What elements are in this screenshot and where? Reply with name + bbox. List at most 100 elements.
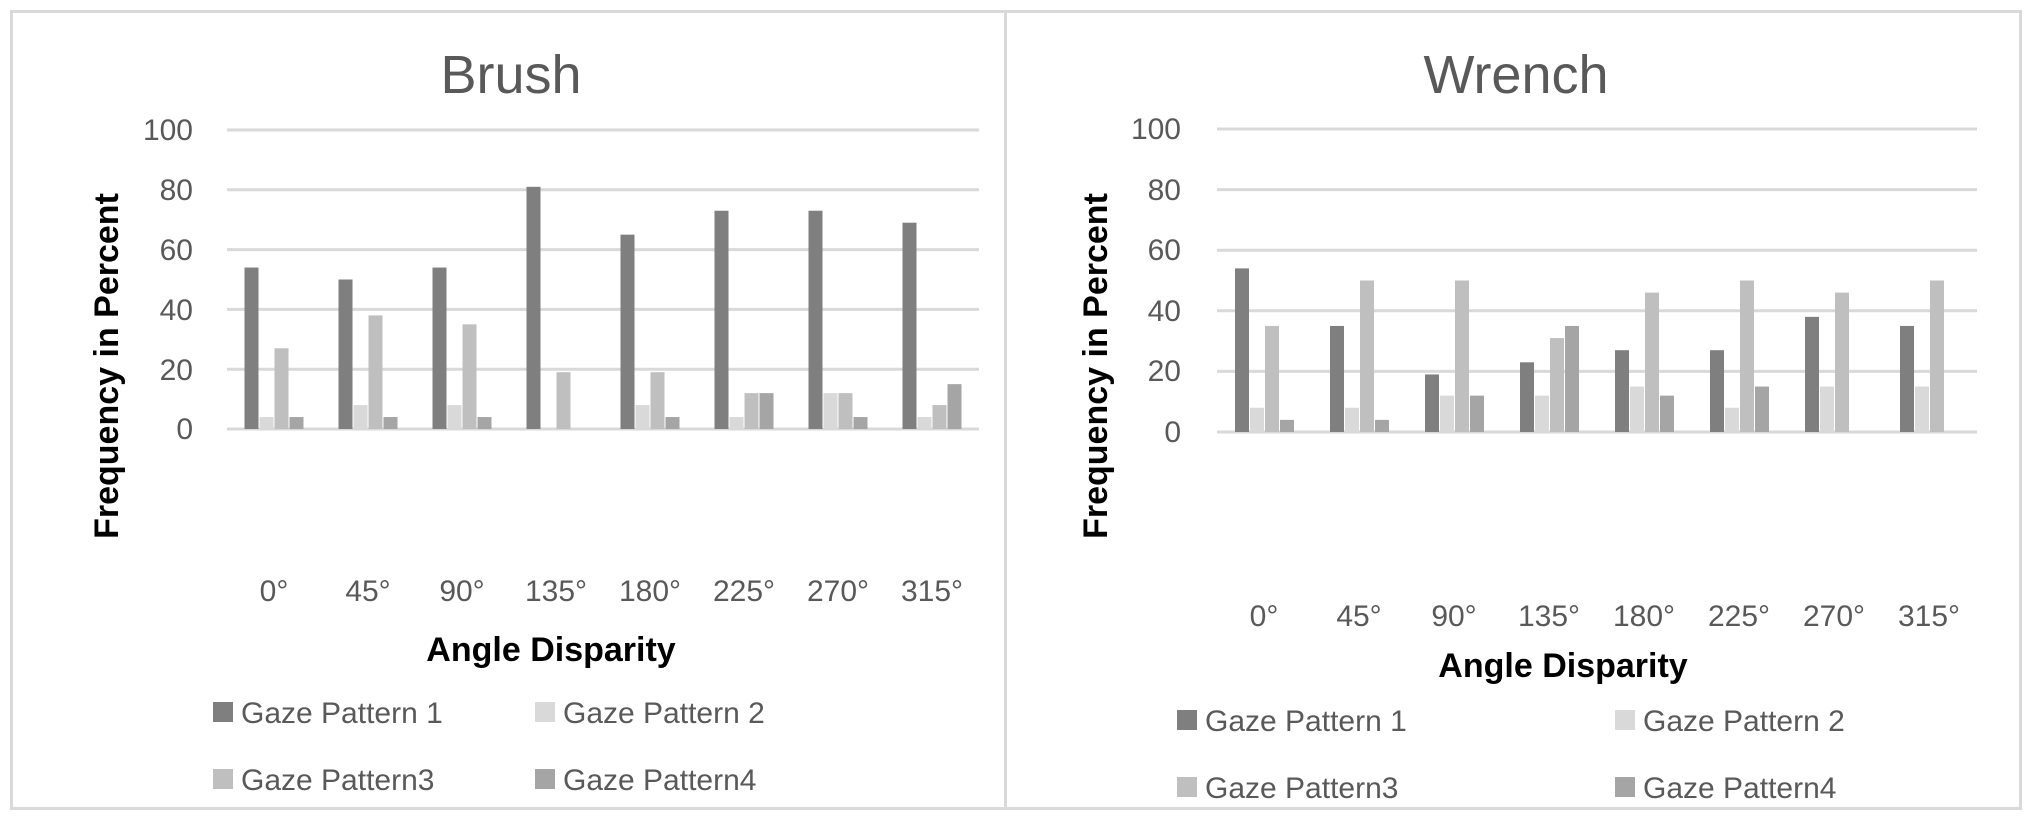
x-tick-label: 225° xyxy=(1708,600,1770,633)
bar-pattern-1 xyxy=(1900,325,1914,432)
x-tick-label: 0° xyxy=(1250,600,1279,633)
bar-pattern-2 xyxy=(823,393,838,429)
y-tick-label: 60 xyxy=(1148,234,1181,267)
bar-pattern-2 xyxy=(1630,386,1644,432)
bar-pattern-3 xyxy=(368,315,383,429)
x-axis-title: Angle Disparity xyxy=(426,631,675,669)
bar-pattern-1 xyxy=(620,234,635,429)
legend-label: Gaze Pattern3 xyxy=(1205,772,1398,805)
bar-pattern-3 xyxy=(1740,280,1754,432)
bar-pattern-1 xyxy=(432,267,447,429)
x-tick-label: 90° xyxy=(439,575,484,608)
x-tick-label: 270° xyxy=(807,575,869,608)
bar-pattern-3 xyxy=(1360,280,1374,432)
y-tick-label: 60 xyxy=(160,234,193,267)
bar-pattern-1 xyxy=(526,186,541,429)
brush-chart: Brush 0 20 40 60 80 100 0° 45° 90° 135° … xyxy=(88,45,979,797)
bar-pattern-2 xyxy=(1535,395,1549,432)
y-tick-labels: 0 20 40 60 80 100 xyxy=(1131,113,1181,449)
y-tick-label: 20 xyxy=(160,354,193,387)
legend-swatch xyxy=(535,769,555,789)
bar-pattern-2 xyxy=(635,405,650,429)
bar-pattern-3 xyxy=(650,372,665,429)
bar-pattern-4 xyxy=(665,417,680,429)
legend-label: Gaze Pattern 1 xyxy=(241,697,443,730)
x-tick-labels: 0° 45° 90° 135° 180° 225° 270° 315° xyxy=(1250,600,1960,633)
y-tick-label: 0 xyxy=(1164,416,1181,449)
y-tick-labels: 0 20 40 60 80 100 xyxy=(143,114,193,446)
bar-pattern-4 xyxy=(477,417,492,429)
y-tick-label: 100 xyxy=(143,114,193,147)
legend-swatch xyxy=(535,702,555,722)
bar-pattern-2 xyxy=(447,405,462,429)
bar-pattern-2 xyxy=(1915,386,1929,432)
legend-swatch xyxy=(213,769,233,789)
legend-swatch xyxy=(1177,710,1197,730)
x-tick-label: 135° xyxy=(1518,600,1580,633)
bar-pattern-2 xyxy=(1250,407,1264,432)
bar-pattern-1 xyxy=(1805,316,1819,432)
bar-pattern-4 xyxy=(383,417,398,429)
bar-pattern-4 xyxy=(1755,386,1769,432)
bar-pattern-2 xyxy=(917,417,932,429)
x-tick-label: 135° xyxy=(525,575,587,608)
bar-pattern-1 xyxy=(1425,374,1439,432)
bar-pattern-4 xyxy=(1660,395,1674,432)
legend-label: Gaze Pattern4 xyxy=(563,764,756,797)
wrench-chart-panel: Wrench 0 20 40 60 80 100 0° 45° 90° 135°… xyxy=(1004,10,2022,810)
y-tick-label: 100 xyxy=(1131,113,1181,146)
bar-pattern-3 xyxy=(1930,280,1944,432)
wrench-chart: Wrench 0 20 40 60 80 100 0° 45° 90° 135°… xyxy=(1077,45,1977,805)
bar-pattern-1 xyxy=(1615,350,1629,432)
legend-swatch xyxy=(1615,710,1635,730)
bar-pattern-2 xyxy=(1440,395,1454,432)
bar-pattern-1 xyxy=(1330,325,1344,432)
legend-label: Gaze Pattern 2 xyxy=(563,697,765,730)
x-tick-label: 315° xyxy=(901,575,963,608)
bar-pattern-3 xyxy=(556,372,571,429)
x-tick-label: 315° xyxy=(1898,600,1960,633)
bar-pattern-4 xyxy=(759,393,774,429)
x-axis-title: Angle Disparity xyxy=(1438,647,1687,685)
bar-pattern-3 xyxy=(1550,338,1564,432)
bar-pattern-2 xyxy=(729,417,744,429)
bar-pattern-1 xyxy=(1710,350,1724,432)
x-tick-label: 45° xyxy=(345,575,390,608)
legend-label: Gaze Pattern3 xyxy=(241,764,434,797)
bar-pattern-3 xyxy=(1455,280,1469,432)
legend-swatch xyxy=(213,702,233,722)
legend: Gaze Pattern 1 Gaze Pattern 2 Gaze Patte… xyxy=(1177,705,1845,805)
bar-pattern-1 xyxy=(714,210,729,429)
bar-pattern-3 xyxy=(1645,292,1659,432)
bar-pattern-2 xyxy=(1345,407,1359,432)
bar-pattern-1 xyxy=(808,210,823,429)
x-tick-label: 225° xyxy=(713,575,775,608)
chart-title: Brush xyxy=(440,45,581,105)
legend-swatch xyxy=(1177,777,1197,797)
bar-pattern-2 xyxy=(353,405,368,429)
bar-pattern-4 xyxy=(947,384,962,429)
bar-pattern-3 xyxy=(1265,325,1279,432)
bar-pattern-3 xyxy=(838,393,853,429)
x-tick-label: 270° xyxy=(1803,600,1865,633)
bar-pattern-1 xyxy=(244,267,259,429)
y-tick-label: 0 xyxy=(176,413,193,446)
y-tick-label: 80 xyxy=(160,174,193,207)
x-tick-label: 90° xyxy=(1431,600,1476,633)
bar-pattern-1 xyxy=(338,279,353,429)
bar-pattern-3 xyxy=(1835,292,1849,432)
bar-pattern-3 xyxy=(744,393,759,429)
bar-pattern-4 xyxy=(289,417,304,429)
x-tick-label: 180° xyxy=(619,575,681,608)
bar-pattern-2 xyxy=(1725,407,1739,432)
bar-pattern-3 xyxy=(274,348,289,429)
y-axis-title: Frequency in Percent xyxy=(88,193,126,539)
x-tick-label: 45° xyxy=(1336,600,1381,633)
legend-label: Gaze Pattern 1 xyxy=(1205,705,1407,738)
legend-swatch xyxy=(1615,777,1635,797)
legend-label: Gaze Pattern 2 xyxy=(1643,705,1845,738)
x-tick-label: 0° xyxy=(260,575,289,608)
bar-pattern-4 xyxy=(1375,419,1389,432)
brush-chart-panel: Brush 0 20 40 60 80 100 0° 45° 90° 135° … xyxy=(10,10,1007,810)
bar-pattern-3 xyxy=(932,405,947,429)
